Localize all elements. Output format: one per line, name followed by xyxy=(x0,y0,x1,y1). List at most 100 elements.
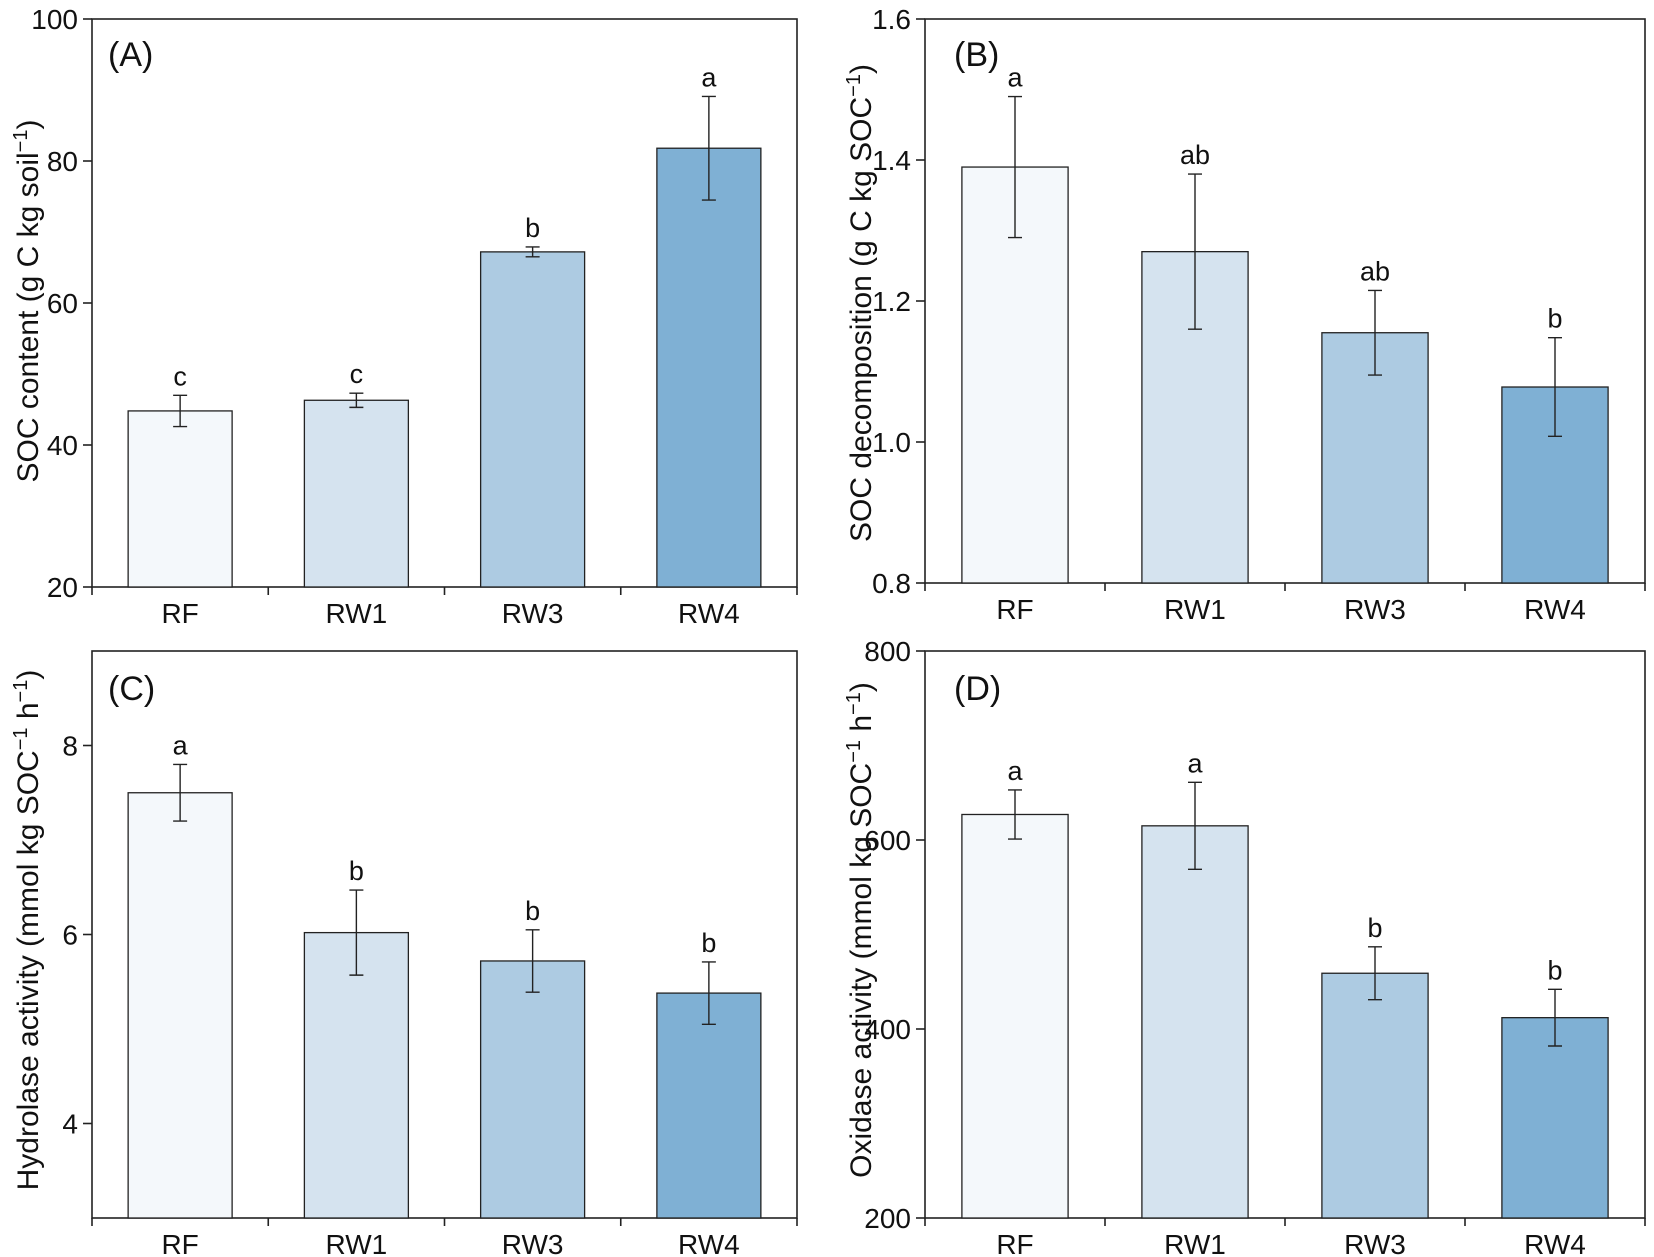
panel-a-significance-rf: c xyxy=(173,361,187,391)
panel-b-y-axis-title: SOC decomposition (g C kg SOC−1) xyxy=(843,64,878,542)
panel-a-bar-rw1 xyxy=(303,399,410,588)
panel-a-y-tick-label: 100 xyxy=(31,4,78,35)
panel-a-error-bar-rf xyxy=(173,394,188,428)
panel-b-label: (B) xyxy=(954,36,999,74)
panel-d-y-axis-title: Oxidase activity (mmol kg SOC−1 h−1) xyxy=(843,682,878,1178)
panel-b-significance-rw1: ab xyxy=(1180,140,1210,170)
panel-a-x-tick-label-rw1: RW1 xyxy=(326,598,388,629)
panel-a-soc-content: (A) SOC content (g C kg soil−1) 20 40 60 80… xyxy=(10,4,798,629)
panel-c-bar-rf xyxy=(127,792,233,1219)
panel-c-y-tick-label: 8 xyxy=(62,731,78,762)
panel-b-y-tick-label: 1.2 xyxy=(872,286,911,317)
panel-d-significance-rw4: b xyxy=(1547,955,1562,985)
panel-a-y-axis-title-end: ) xyxy=(12,120,45,130)
panel-c-bar-rw3 xyxy=(479,960,586,1219)
panel-a-error-bar-rw4 xyxy=(701,95,716,201)
panel-b-significance-rw3: ab xyxy=(1360,256,1390,286)
panel-b-error-bar-rw3 xyxy=(1368,289,1382,376)
panel-c-significance-rw3: b xyxy=(525,896,540,926)
panel-d-x-tick-label-rw3: RW3 xyxy=(1344,1229,1406,1257)
panel-c-y-axis-title-sup: −1 xyxy=(10,727,32,750)
panel-d-bar-rw3 xyxy=(1321,972,1429,1219)
panel-a-y-tick-label: 40 xyxy=(47,430,78,461)
panel-c-significance-rf: a xyxy=(173,730,189,760)
panel-b-x-tick-label-rf: RF xyxy=(996,594,1033,625)
panel-b-y-axis-title-sup: −1 xyxy=(843,74,865,97)
panel-a-error-bar-rw3 xyxy=(525,246,540,258)
panel-b-error-bar-rw4 xyxy=(1548,336,1562,438)
panel-c-x-tick-label-rw4: RW4 xyxy=(678,1229,740,1257)
panel-b-y-tick-label: 1.0 xyxy=(872,427,911,458)
panel-d-label: (D) xyxy=(954,670,1001,708)
panel-d-y-tick-label: 600 xyxy=(864,825,911,856)
panel-c-x-tick-label-rf: RF xyxy=(161,1229,198,1257)
panel-c-error-bar-rw4 xyxy=(701,961,716,1025)
panel-d-x-tick-label-rw4: RW4 xyxy=(1524,1229,1586,1257)
panel-d-error-bar-rw3 xyxy=(1368,946,1382,1001)
panel-d-error-bar-rw4 xyxy=(1548,988,1562,1047)
panel-d-x-tick-label-rf: RF xyxy=(996,1229,1033,1257)
panel-a-y-axis-title-main: SOC content (g C kg soil xyxy=(12,152,45,482)
panel-c-bar-rw4 xyxy=(656,992,762,1219)
panel-a-significance-rw1: c xyxy=(350,359,364,389)
panel-d-y-axis-title-main: Oxidase activity (mmol kg SOC xyxy=(845,763,878,1178)
panel-c-label: (C) xyxy=(108,670,155,708)
panel-a-significance-rw4: a xyxy=(701,62,717,92)
panel-b-error-bar-rf xyxy=(1008,95,1022,239)
panel-c-significance-rw4: b xyxy=(701,928,716,958)
panel-d-y-axis-title-end: ) xyxy=(845,682,878,692)
panel-c-y-tick-label: 6 xyxy=(62,920,78,951)
panel-b-y-axis-title-main: SOC decomposition (g C kg SOC xyxy=(845,97,878,542)
panel-b-significance-rw4: b xyxy=(1547,304,1562,334)
panel-c-error-bar-rw1 xyxy=(349,889,364,976)
panel-d-y-tick-label: 200 xyxy=(864,1203,911,1234)
panel-d-significance-rw1: a xyxy=(1187,748,1203,778)
panel-a-x-tick-label-rw3: RW3 xyxy=(502,598,564,629)
panel-a-label: (A) xyxy=(108,36,153,74)
panel-d-significance-rw3: b xyxy=(1367,913,1382,943)
panel-d-error-bar-rw1 xyxy=(1188,781,1202,870)
panel-d-y-tick-label: 800 xyxy=(864,636,911,667)
panel-c-hydrolase-activity: (C) Hydrolase activity (mmol kg SOC−1 h−… xyxy=(10,650,798,1257)
panel-c-x-tick-label-rw1: RW1 xyxy=(326,1229,388,1257)
panel-b-x-tick-label-rw1: RW1 xyxy=(1164,594,1226,625)
panel-c-x-tick-label-rw3: RW3 xyxy=(502,1229,564,1257)
panel-a-significance-rw3: b xyxy=(525,213,540,243)
panel-c-y-axis-title-mid: h xyxy=(12,702,45,727)
panel-a-y-axis-title-sup: −1 xyxy=(10,130,32,153)
panel-a-bar-rf xyxy=(127,410,233,588)
panel-d-bar-rw1 xyxy=(1141,825,1249,1219)
panel-b-y-tick-label: 0.8 xyxy=(872,568,911,599)
panel-c-y-axis-title-sup2: −1 xyxy=(10,680,32,703)
panel-a-y-tick-label: 80 xyxy=(47,146,78,177)
panel-a-y-tick-label: 20 xyxy=(47,572,78,603)
panel-a-bar-rw3 xyxy=(479,251,586,588)
panel-b-x-tick-label-rw4: RW4 xyxy=(1524,594,1586,625)
panel-d-bar-rw4 xyxy=(1501,1017,1609,1219)
panel-a-error-bar-rw1 xyxy=(349,392,364,409)
panel-d-y-axis-title-sup2: −1 xyxy=(843,692,865,715)
panel-b-x-tick-label-rw3: RW3 xyxy=(1344,594,1406,625)
panel-a-bar-rw4 xyxy=(656,147,762,588)
panel-c-bar-rw1 xyxy=(303,931,410,1219)
panel-b-soc-decomposition: (B) SOC decomposition (g C kg SOC−1) 0.8… xyxy=(843,4,1646,625)
panel-a-y-tick-label: 60 xyxy=(47,288,78,319)
panel-d-oxidase-activity: (D) Oxidase activity (mmol kg SOC−1 h−1)… xyxy=(843,636,1646,1257)
panel-a-x-tick-label-rf: RF xyxy=(161,598,198,629)
panel-d-y-tick-label: 400 xyxy=(864,1014,911,1045)
panel-b-error-bar-rw1 xyxy=(1188,173,1202,330)
panel-d-significance-rf: a xyxy=(1007,756,1023,786)
panel-b-significance-rf: a xyxy=(1007,63,1023,93)
panel-c-error-bar-rw3 xyxy=(525,929,540,993)
panel-d-x-tick-label-rw1: RW1 xyxy=(1164,1229,1226,1257)
panel-d-y-axis-title-sup: −1 xyxy=(843,740,865,763)
panel-d-error-bar-rf xyxy=(1008,789,1022,840)
panel-c-y-axis-title-main: Hydrolase activity (mmol kg SOC xyxy=(12,750,45,1190)
panel-d-bar-rf xyxy=(961,813,1069,1219)
panel-b-y-tick-label: 1.6 xyxy=(872,4,911,35)
panel-a-x-tick-label-rw4: RW4 xyxy=(678,598,740,629)
panel-a-y-axis-title: SOC content (g C kg soil−1) xyxy=(10,120,45,483)
panel-c-y-axis-title-end: ) xyxy=(12,670,45,680)
panel-d-y-axis-title-mid: h xyxy=(845,715,878,740)
